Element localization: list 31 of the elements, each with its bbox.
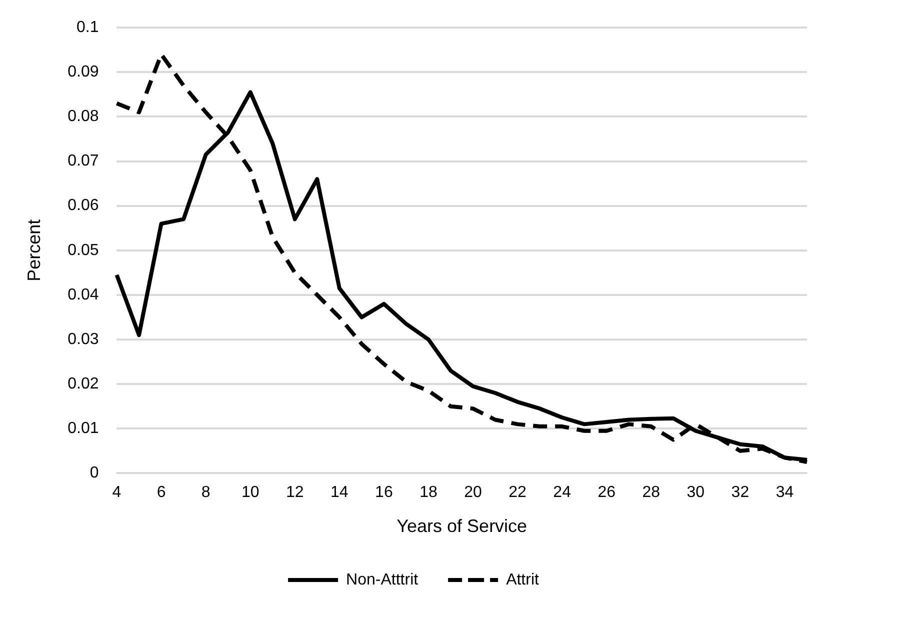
y-tick-label: 0.1 [76, 19, 99, 36]
x-tick-label: 10 [241, 484, 260, 502]
legend-label: Non-Atttrit [346, 571, 419, 588]
x-tick-label: 24 [553, 484, 572, 502]
x-tick-label: 28 [642, 484, 660, 502]
x-tick-label: 4 [112, 484, 122, 502]
legend-label: Attrit [506, 571, 540, 588]
y-tick-label: 0.02 [68, 375, 99, 392]
x-tick-label: 34 [776, 484, 794, 502]
x-tick-label: 16 [375, 484, 393, 502]
x-tick-label: 20 [464, 484, 482, 502]
x-tick-label: 14 [330, 484, 348, 502]
y-axis-title: Percent [24, 219, 44, 282]
x-tick-label: 8 [201, 484, 210, 502]
x-tick-label: 26 [598, 484, 616, 502]
y-tick-label: 0.08 [68, 108, 99, 126]
x-tick-label: 18 [420, 484, 438, 502]
y-tick-label: 0.09 [68, 64, 99, 81]
y-tick-label: 0.03 [68, 330, 99, 348]
y-tick-label: 0.05 [68, 242, 99, 259]
y-tick-label: 0.04 [68, 286, 99, 304]
y-tick-label: 0.01 [68, 420, 99, 438]
y-tick-label: 0.06 [68, 197, 99, 214]
y-tick-label: 0 [90, 464, 99, 482]
x-tick-label: 32 [731, 484, 750, 502]
y-tick-label: 0.07 [68, 152, 99, 170]
x-tick-label: 6 [156, 484, 166, 502]
x-tick-label: 30 [686, 484, 705, 502]
x-tick-label: 12 [286, 484, 304, 502]
x-axis-title: Years of Service [396, 516, 528, 536]
x-tick-label: 22 [508, 484, 527, 502]
